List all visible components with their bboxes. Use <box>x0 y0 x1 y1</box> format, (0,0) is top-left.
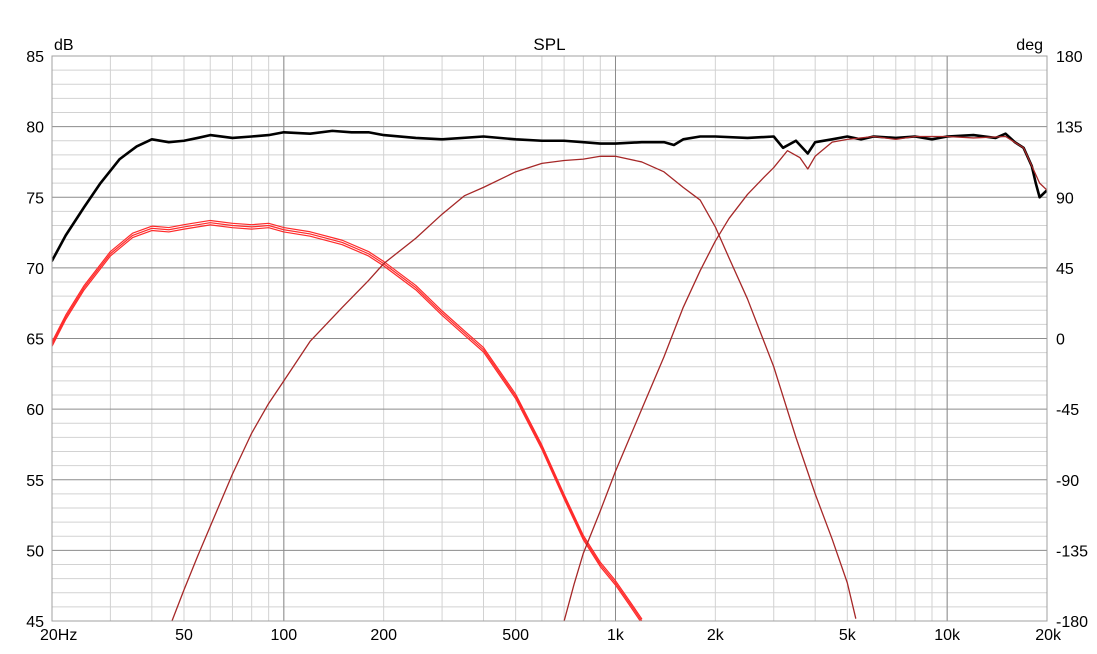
y-tick-label: 75 <box>26 190 44 207</box>
x-tick-label: 1k <box>607 627 625 644</box>
y-tick-label: 45 <box>26 614 44 631</box>
x-tick-label: 200 <box>370 627 397 644</box>
x-tick-label: 500 <box>502 627 529 644</box>
x-tick-label: 50 <box>175 627 193 644</box>
y-tick-label: 50 <box>26 543 44 560</box>
series-2-line-2 <box>52 222 643 621</box>
label-layer: 20Hz 50 100 200 500 1k 2k 5k 10k 20k8580757065605… <box>26 49 1088 644</box>
y2-tick-label: 0 <box>1056 332 1065 349</box>
y-tick-label: 55 <box>26 473 44 490</box>
y-tick-label: 80 <box>26 120 44 137</box>
grid-layer <box>52 55 1047 622</box>
series-1-line <box>52 129 1047 263</box>
series-4-line <box>563 135 1047 621</box>
chart-title: SPL <box>533 35 565 54</box>
y2-axis-title: deg <box>1016 37 1043 54</box>
series-2-line-3 <box>52 224 641 621</box>
y2-tick-label: -90 <box>1056 473 1079 490</box>
y2-tick-label: 45 <box>1056 261 1074 278</box>
y2-tick-label: 180 <box>1056 49 1083 66</box>
curve-layer <box>52 129 1047 621</box>
x-tick-label: 5k <box>839 627 857 644</box>
x-tick-label: 20Hz <box>40 627 77 644</box>
y-tick-label: 70 <box>26 261 44 278</box>
x-tick-label: 2k <box>707 627 725 644</box>
y2-tick-label: -135 <box>1056 543 1088 560</box>
y-tick-label: 85 <box>26 49 44 66</box>
y2-tick-label: 90 <box>1056 190 1074 207</box>
x-tick-label: 10k <box>934 627 961 644</box>
x-tick-label: 100 <box>270 627 297 644</box>
y2-tick-label: 135 <box>1056 120 1083 137</box>
y2-tick-label: -45 <box>1056 402 1079 419</box>
y2-tick-label: -180 <box>1056 614 1088 631</box>
y-tick-label: 60 <box>26 402 44 419</box>
y-tick-label: 65 <box>26 332 44 349</box>
plot-frame <box>51 55 1048 622</box>
y-axis-title: dB <box>54 37 74 54</box>
x-tick-label: 20k <box>1035 627 1062 644</box>
series-2-line-1 <box>52 219 643 620</box>
series-3-line <box>171 155 857 621</box>
